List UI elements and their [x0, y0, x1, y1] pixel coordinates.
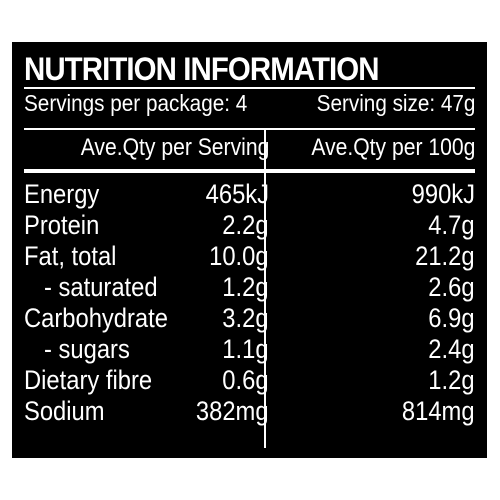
value-per-serving: 10.0g	[209, 241, 269, 271]
value-per-100g: 2.6g	[428, 272, 475, 302]
value-per-serving: 2.2g	[222, 210, 269, 240]
value-per-serving: 1.2g	[222, 272, 269, 302]
value-per-100g: 814mg	[402, 396, 475, 426]
column-header-per-serving: Ave.Qty per Serving	[80, 134, 269, 161]
table-row: Dietary fibre 0.6g 1.2g	[12, 365, 487, 396]
value-per-100g: 21.2g	[415, 241, 475, 271]
nutrient-label: Dietary fibre	[24, 365, 153, 395]
table-row: Fat, total 10.0g 21.2g	[12, 241, 487, 272]
table-row: Protein 2.2g 4.7g	[12, 210, 487, 241]
value-per-serving: 382mg	[196, 396, 269, 426]
table-row: Sodium 382mg 814mg	[12, 396, 487, 427]
value-per-100g: 6.9g	[428, 303, 475, 333]
value-per-100g: 4.7g	[428, 210, 475, 240]
meta-divider	[24, 128, 475, 130]
serving-size: Serving size: 47g	[316, 90, 475, 116]
nutrient-label: - saturated	[44, 272, 158, 302]
value-per-100g: 2.4g	[428, 334, 475, 364]
servings-per-package: Servings per package: 4	[24, 90, 248, 116]
value-per-100g: 1.2g	[428, 365, 475, 395]
nutrient-label: Energy	[24, 179, 100, 209]
value-per-serving: 465kJ	[205, 179, 269, 209]
nutrient-rows: Energy 465kJ 990kJ Protein 2.2g 4.7g Fat…	[12, 179, 487, 427]
table-row: - saturated 1.2g 2.6g	[12, 272, 487, 303]
header-divider	[24, 169, 475, 173]
table-row: Energy 465kJ 990kJ	[12, 179, 487, 210]
column-divider-left	[264, 130, 266, 169]
title-divider	[24, 87, 475, 89]
panel-title: NUTRITION INFORMATION	[24, 51, 380, 87]
nutrient-label: Fat, total	[24, 241, 117, 271]
nutrient-label: Sodium	[24, 396, 105, 426]
nutrition-panel: NUTRITION INFORMATION Servings per packa…	[12, 42, 487, 458]
table-row: - sugars 1.1g 2.4g	[12, 334, 487, 365]
column-divider-right	[264, 173, 266, 448]
column-header-per-100g: Ave.Qty per 100g	[311, 134, 475, 161]
value-per-serving: 0.6g	[222, 365, 269, 395]
value-per-serving: 3.2g	[222, 303, 269, 333]
value-per-serving: 1.1g	[222, 334, 269, 364]
table-row: Carbohydrate 3.2g 6.9g	[12, 303, 487, 334]
value-per-100g: 990kJ	[411, 179, 475, 209]
nutrient-label: Carbohydrate	[24, 303, 168, 333]
nutrient-label: - sugars	[44, 334, 130, 364]
nutrient-label: Protein	[24, 210, 100, 240]
